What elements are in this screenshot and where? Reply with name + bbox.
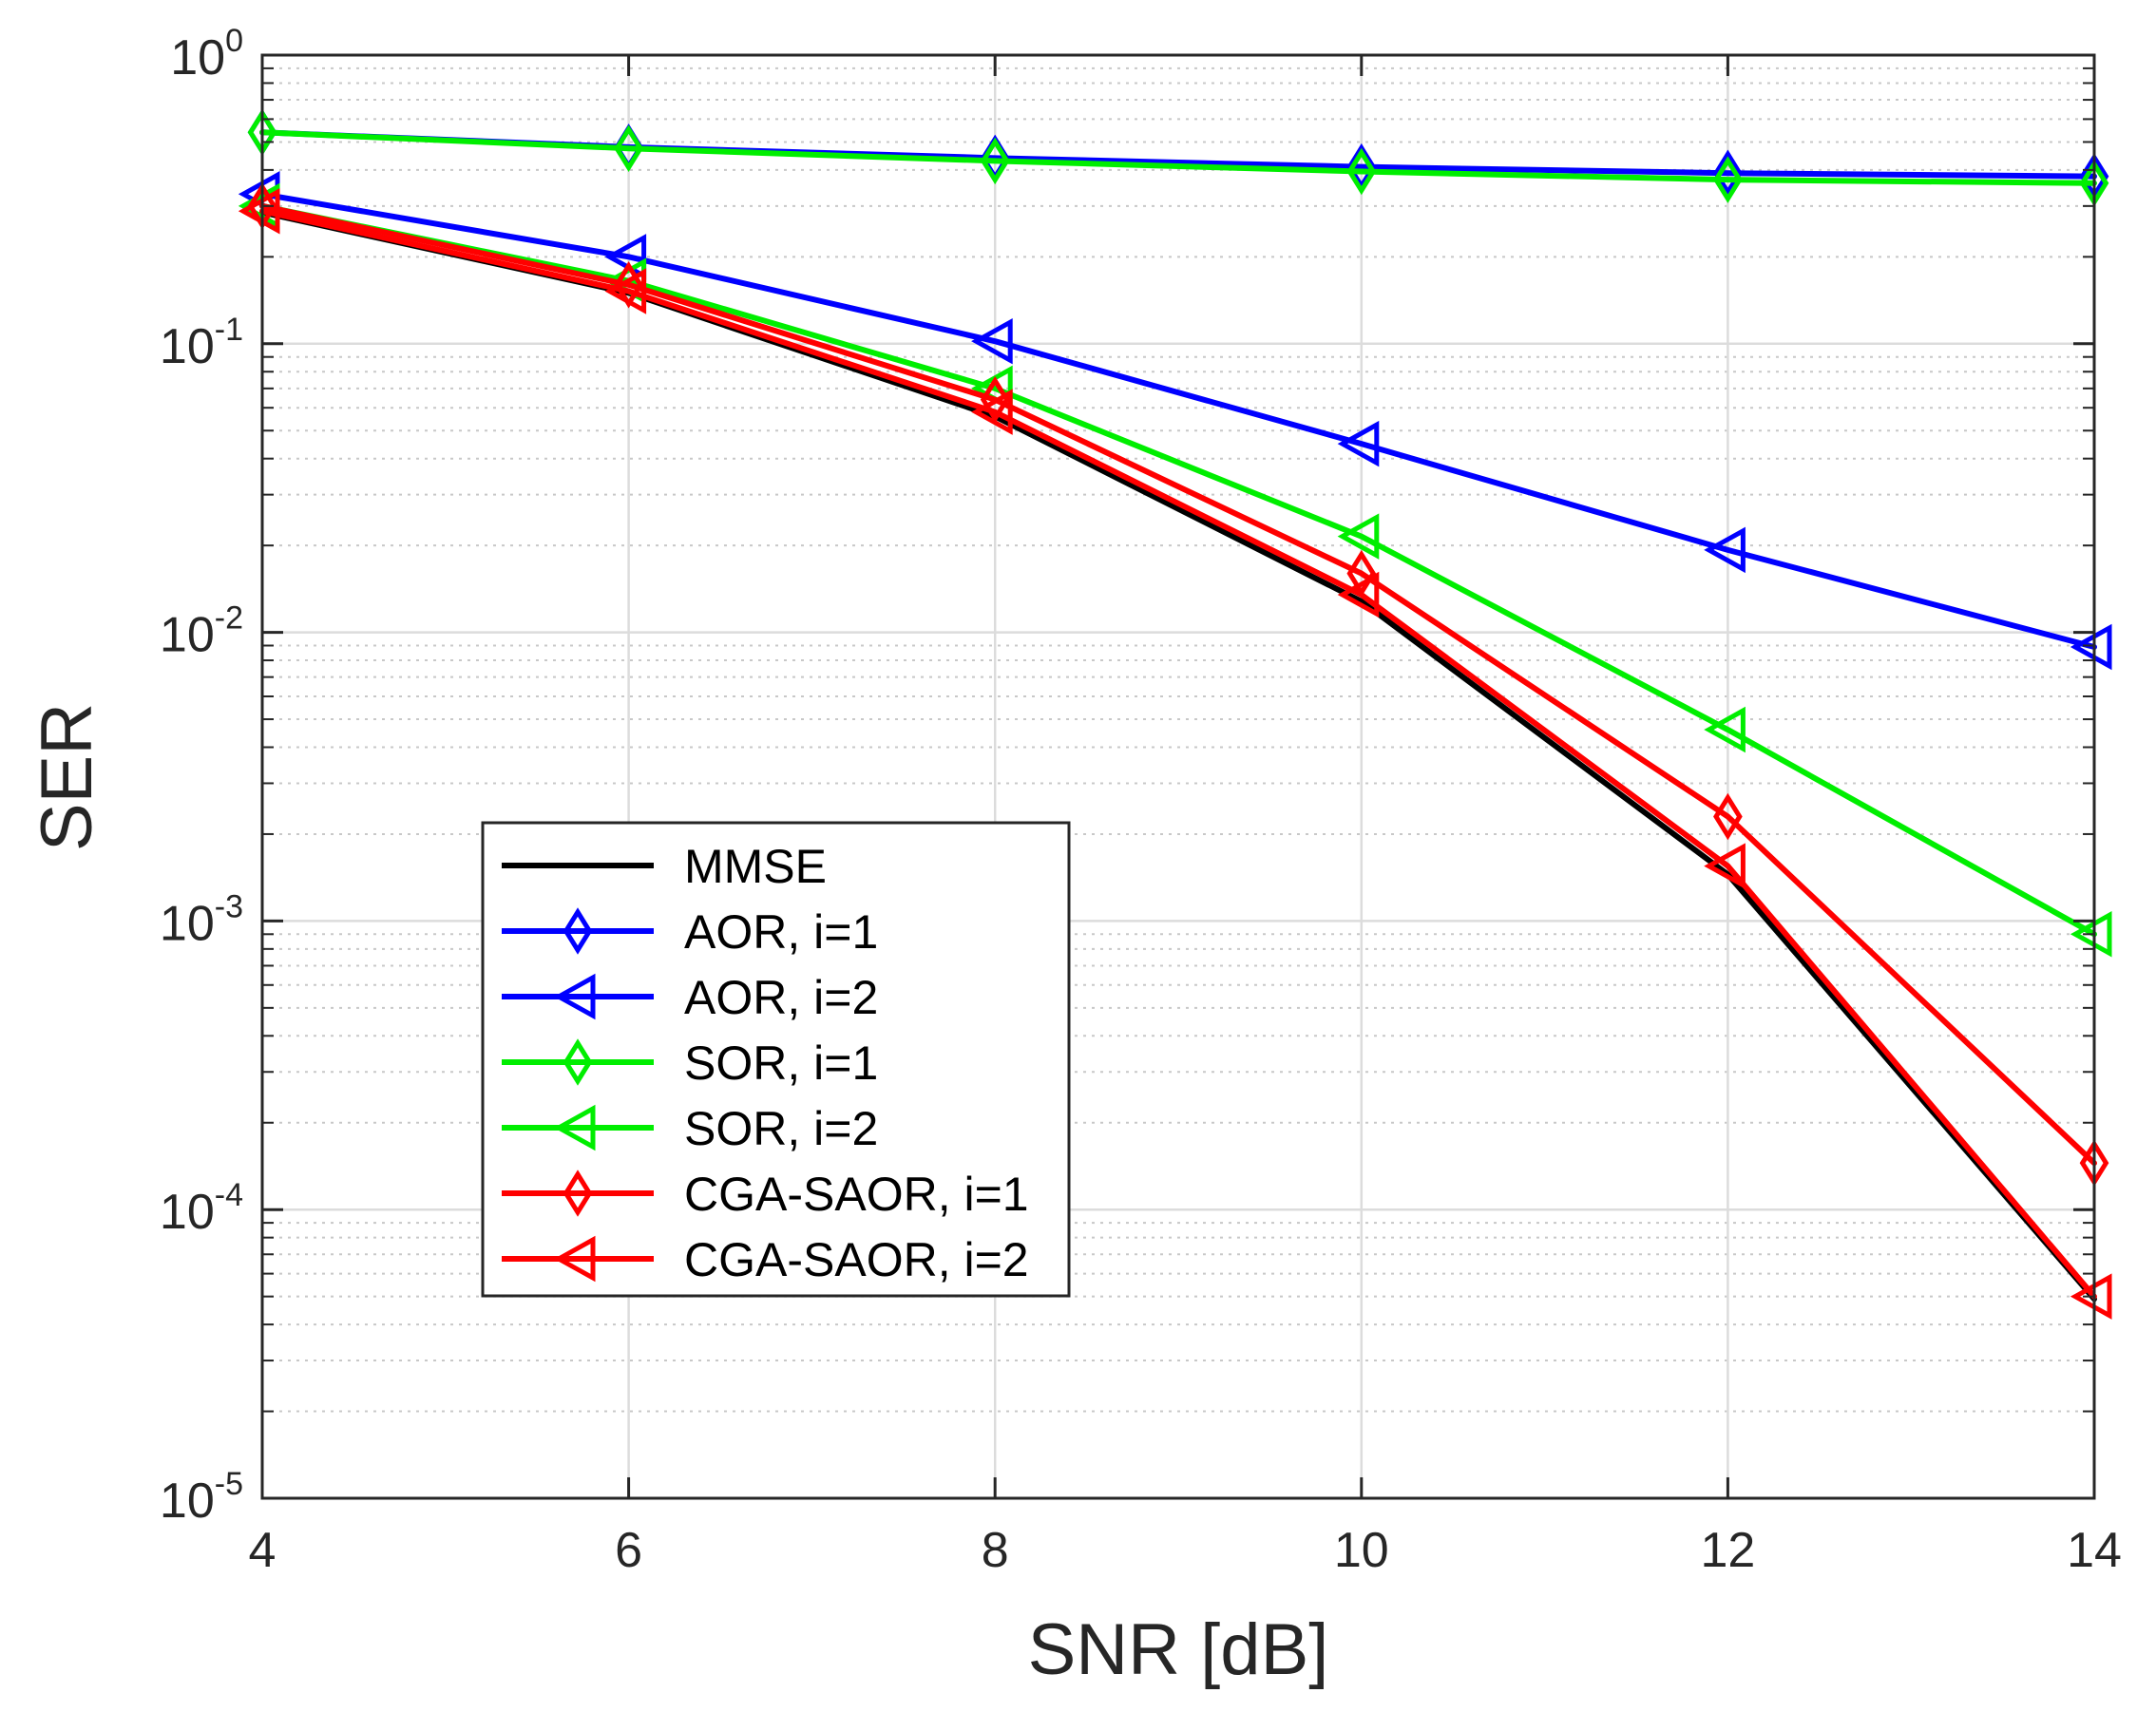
legend-label: SOR, i=1 <box>684 1037 878 1090</box>
legend-marker <box>563 1170 593 1217</box>
x-tick-label: 8 <box>982 1523 1009 1578</box>
legend-marker <box>563 1038 593 1086</box>
series-line <box>259 129 2097 186</box>
legend-marker <box>553 1104 596 1151</box>
series-line <box>259 202 2097 938</box>
data-point <box>1346 147 1377 196</box>
x-tick-label: 12 <box>1700 1523 1755 1578</box>
series-line <box>259 202 2097 1167</box>
legend-marker <box>563 907 593 955</box>
legend-marker <box>553 973 596 1020</box>
x-tick-label: 14 <box>2067 1523 2122 1578</box>
data-point <box>1704 526 1746 574</box>
data-point <box>614 124 643 172</box>
data-point <box>1337 513 1380 560</box>
legend-label: AOR, i=1 <box>684 905 878 959</box>
data-point <box>971 317 1013 365</box>
x-tick-label: 10 <box>1334 1523 1389 1578</box>
legend-item: MMSE <box>502 840 827 893</box>
data-point <box>1346 143 1377 191</box>
legend-item: SOR, i=2 <box>502 1102 878 1155</box>
series-line <box>259 208 2097 1300</box>
series-line <box>259 191 2097 650</box>
legend-marker <box>553 1235 596 1283</box>
legend-label: AOR, i=2 <box>684 971 878 1024</box>
data-point <box>1704 843 1746 889</box>
legend-label: MMSE <box>684 840 827 893</box>
data-point <box>238 187 280 235</box>
data-point <box>604 268 647 314</box>
data-series <box>238 108 2112 1320</box>
axis-ticks <box>260 53 2096 1500</box>
y-tick-label: 100 <box>170 23 243 86</box>
plot-frame <box>260 53 2096 1500</box>
x-tick-label: 4 <box>249 1523 277 1578</box>
legend-label: CGA-SAOR, i=2 <box>684 1233 1029 1286</box>
x-axis-title: SNR [dB] <box>1028 1609 1329 1690</box>
data-point <box>980 375 1010 424</box>
data-point <box>1337 571 1380 618</box>
data-point <box>1337 420 1380 467</box>
y-tick-label: 10-3 <box>160 888 243 951</box>
data-point <box>2070 623 2112 671</box>
y-axis-title: SER <box>27 703 107 851</box>
legend-label: CGA-SAOR, i=1 <box>684 1168 1029 1221</box>
legend-label: SOR, i=2 <box>684 1102 878 1155</box>
legend-item: AOR, i=2 <box>502 971 878 1024</box>
y-tick-label: 10-4 <box>160 1177 243 1240</box>
legend-item: CGA-SAOR, i=1 <box>502 1168 1029 1221</box>
legend: MMSE AOR, i=1 AOR, i=2 SOR, i=1 SOR, i=2 CGA-… <box>481 821 1071 1298</box>
series-cga-saor-i-2 <box>238 187 2112 1320</box>
tick-labels: 100 10-1 10-2 10-3 10-4 10-54 6 8 10 12 14 <box>160 23 2122 1578</box>
data-point <box>1713 149 1743 197</box>
legend-item: AOR, i=1 <box>502 905 878 959</box>
y-tick-label: 10-5 <box>160 1466 243 1529</box>
data-point <box>2070 1273 2112 1320</box>
data-point <box>980 137 1010 185</box>
y-tick-label: 10-1 <box>160 312 243 374</box>
data-point <box>971 389 1013 435</box>
x-tick-label: 6 <box>615 1523 642 1578</box>
data-point <box>1704 706 1746 753</box>
data-point <box>1713 156 1743 203</box>
legend-item: SOR, i=1 <box>502 1037 878 1090</box>
data-point <box>2070 911 2112 958</box>
data-point <box>1713 792 1743 841</box>
y-tick-label: 10-2 <box>160 600 243 663</box>
legend-item: CGA-SAOR, i=2 <box>502 1233 1029 1286</box>
